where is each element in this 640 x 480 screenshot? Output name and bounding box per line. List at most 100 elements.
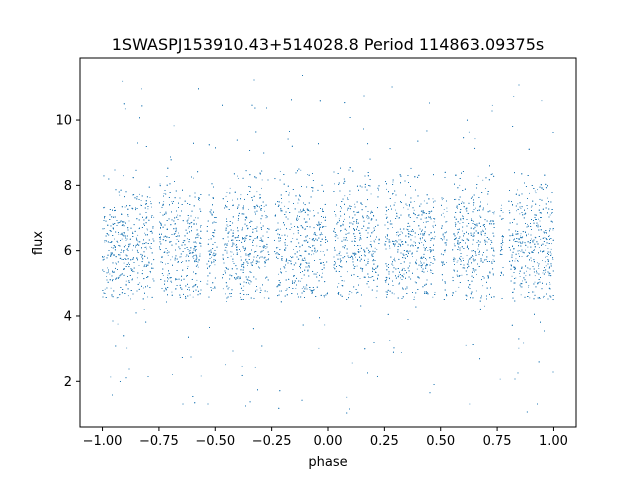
data-point: [111, 295, 113, 297]
data-point: [394, 202, 396, 204]
data-point: [225, 195, 227, 197]
data-point: [222, 288, 224, 290]
data-point: [302, 258, 304, 260]
data-point: [178, 232, 179, 234]
data-point: [107, 267, 108, 269]
data-point: [351, 362, 353, 364]
data-point: [484, 305, 485, 307]
data-point: [240, 194, 242, 196]
data-point: [550, 253, 552, 255]
data-point: [248, 208, 249, 210]
data-point: [146, 248, 147, 250]
data-point: [324, 324, 326, 326]
data-point: [307, 266, 309, 268]
data-point: [110, 376, 112, 378]
data-point: [407, 208, 409, 210]
chart-title: 1SWASPJ153910.43+514028.8 Period 114863.…: [112, 35, 544, 54]
data-point: [117, 323, 119, 325]
data-point: [232, 199, 233, 201]
data-point: [514, 260, 516, 262]
data-point: [371, 276, 372, 278]
data-point: [106, 276, 108, 277]
data-point: [475, 207, 476, 209]
data-point: [237, 177, 239, 179]
data-point: [551, 243, 552, 245]
data-point: [230, 251, 232, 253]
data-point: [335, 215, 337, 217]
data-point: [310, 290, 312, 292]
data-point: [226, 192, 228, 193]
data-point: [206, 283, 208, 285]
data-point: [284, 205, 285, 207]
data-point: [348, 293, 350, 295]
data-point: [433, 226, 434, 228]
data-point: [343, 280, 345, 282]
data-point: [517, 260, 519, 262]
data-point: [233, 253, 235, 255]
data-point: [238, 278, 240, 280]
data-point: [127, 216, 129, 217]
data-point: [297, 202, 299, 204]
data-point: [142, 287, 144, 289]
data-point: [136, 249, 138, 251]
data-point: [545, 256, 546, 258]
data-point: [163, 201, 165, 203]
data-point: [191, 221, 193, 223]
data-point: [525, 249, 527, 251]
data-point: [260, 222, 261, 224]
data-point: [443, 238, 445, 240]
data-point: [212, 288, 214, 289]
data-point: [162, 274, 164, 276]
data-point: [287, 235, 288, 237]
data-point: [343, 237, 345, 239]
data-point: [293, 248, 294, 250]
data-point: [145, 246, 147, 248]
data-point: [396, 234, 398, 236]
data-point: [517, 203, 519, 205]
data-point: [413, 209, 415, 211]
data-point: [402, 267, 404, 269]
data-point: [539, 205, 541, 206]
data-point: [236, 277, 238, 278]
data-point: [291, 227, 293, 228]
data-point: [244, 249, 246, 250]
data-point: [520, 235, 522, 237]
data-point: [333, 267, 335, 268]
data-point: [125, 283, 127, 285]
data-point: [545, 271, 546, 273]
data-point: [457, 233, 458, 235]
data-point: [255, 260, 257, 262]
data-point: [144, 264, 146, 265]
data-point: [281, 234, 283, 236]
data-point: [475, 290, 477, 292]
data-point: [400, 231, 402, 233]
data-point: [459, 242, 460, 244]
data-point: [531, 260, 532, 262]
data-point: [474, 271, 475, 273]
data-point: [400, 352, 402, 353]
data-point: [485, 188, 486, 189]
data-point: [167, 254, 169, 256]
data-point: [232, 230, 234, 232]
data-point: [241, 365, 243, 367]
data-point: [318, 224, 320, 226]
data-point: [262, 246, 264, 248]
data-point: [137, 241, 139, 243]
data-point: [342, 223, 344, 225]
data-point: [188, 217, 190, 219]
data-point: [186, 238, 188, 240]
data-point: [492, 274, 494, 276]
data-point: [550, 248, 552, 250]
data-point: [226, 250, 228, 252]
data-point: [338, 254, 340, 256]
data-point: [534, 236, 536, 238]
data-point: [499, 378, 501, 380]
data-point: [528, 286, 529, 288]
data-point: [374, 247, 376, 249]
data-point: [501, 238, 503, 240]
data-point: [313, 244, 315, 246]
data-point: [140, 200, 142, 201]
data-point: [147, 229, 148, 231]
data-point: [432, 198, 434, 200]
data-point: [113, 254, 115, 256]
